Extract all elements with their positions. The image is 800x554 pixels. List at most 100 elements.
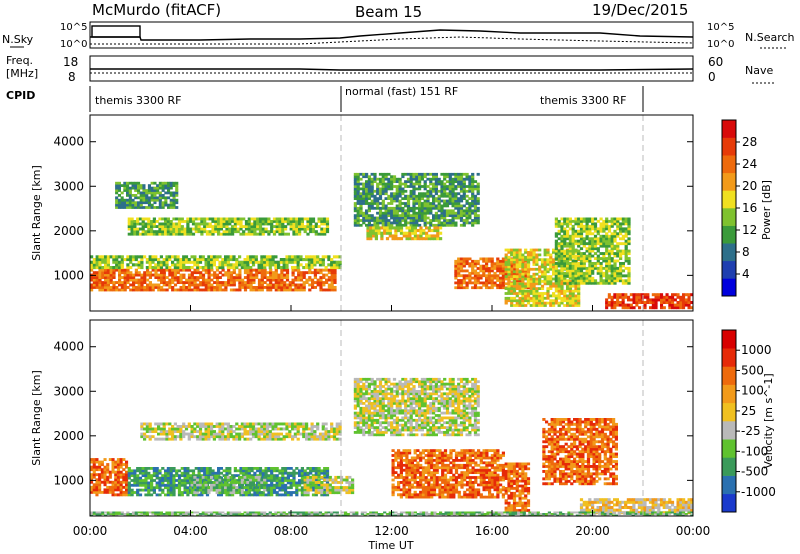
power-echo-cell bbox=[137, 286, 141, 289]
power-echo-cell bbox=[399, 231, 404, 235]
velocity-echo-cell bbox=[215, 475, 219, 479]
power-echo-cell bbox=[465, 199, 469, 203]
power-echo-cell bbox=[353, 192, 357, 196]
power-echo-cell bbox=[218, 281, 222, 284]
power-echo-cell bbox=[218, 266, 222, 270]
power-echo-cell bbox=[207, 258, 211, 262]
power-echo-cell bbox=[443, 216, 447, 220]
power-echo-cell bbox=[145, 258, 149, 262]
power-echo-cell bbox=[308, 276, 312, 279]
power-echo-cell bbox=[255, 268, 259, 272]
power-echo-cell bbox=[92, 286, 96, 289]
power-echo-cell bbox=[309, 230, 313, 234]
velocity-echo-cell bbox=[232, 491, 236, 495]
power-echo-cell bbox=[372, 231, 376, 235]
power-ytick-label: 2000 bbox=[53, 224, 84, 238]
power-echo-cell bbox=[332, 266, 337, 270]
power-echo-cell bbox=[574, 271, 578, 275]
power-echo-cell bbox=[210, 288, 214, 292]
power-echo-cell bbox=[187, 283, 192, 287]
power-echo-cell bbox=[515, 258, 519, 262]
power-echo-cell bbox=[257, 263, 261, 267]
power-echo-cell bbox=[303, 217, 307, 221]
noise-right-tick-top: 10^5 bbox=[707, 22, 734, 33]
power-echo-cell bbox=[90, 283, 94, 287]
power-echo-cell bbox=[123, 278, 127, 282]
power-echo-cell bbox=[627, 237, 631, 241]
power-echo-cell bbox=[554, 234, 558, 238]
power-echo-cell bbox=[168, 258, 172, 262]
velocity-echo-cell bbox=[226, 483, 230, 487]
power-echo-cell bbox=[676, 295, 680, 299]
power-echo-cell bbox=[660, 298, 664, 302]
power-echo-cell bbox=[504, 258, 508, 262]
power-echo-cell bbox=[588, 219, 592, 223]
power-echo-cell bbox=[294, 276, 298, 279]
power-echo-cell bbox=[130, 230, 134, 234]
power-echo-cell bbox=[367, 177, 371, 181]
power-echo-cell bbox=[193, 286, 197, 289]
cpid-label-3: themis 3300 RF bbox=[540, 94, 627, 107]
velocity-echo-cell bbox=[275, 474, 279, 477]
velocity-echo-cell bbox=[144, 479, 148, 482]
power-echo-cell bbox=[651, 301, 655, 304]
power-echo-cell bbox=[549, 304, 553, 307]
power-echo-cell bbox=[451, 223, 455, 227]
velocity-echo-cell bbox=[200, 469, 204, 473]
power-echo-cell bbox=[214, 217, 218, 221]
power-echo-cell bbox=[285, 258, 289, 262]
power-echo-cell bbox=[101, 266, 105, 270]
power-echo-cell bbox=[588, 266, 592, 270]
velocity-echo-cell bbox=[246, 475, 250, 479]
power-echo-cell bbox=[95, 260, 99, 264]
power-echo-cell bbox=[437, 219, 441, 222]
power-echo-cell bbox=[585, 227, 589, 231]
velocity-echo-cell bbox=[264, 493, 268, 497]
power-echo-cell bbox=[370, 206, 374, 210]
power-echo-cell bbox=[196, 268, 200, 272]
velocity-echo-cell bbox=[317, 474, 321, 477]
power-echo-cell bbox=[515, 299, 519, 303]
power-echo-cell bbox=[408, 231, 412, 235]
power-echo-cell bbox=[387, 172, 391, 176]
power-echo-cell bbox=[283, 276, 287, 279]
power-echo-cell bbox=[512, 255, 517, 259]
velocity-echo-cell bbox=[303, 481, 307, 485]
velocity-echo-cell bbox=[158, 471, 162, 475]
power-echo-cell bbox=[378, 187, 383, 191]
power-echo-cell bbox=[619, 279, 623, 283]
power-echo-cell bbox=[599, 242, 603, 246]
power-echo-cell bbox=[390, 221, 394, 225]
power-echo-cell bbox=[577, 222, 581, 226]
power-echo-cell bbox=[532, 292, 536, 295]
power-echo-cell bbox=[294, 286, 298, 289]
power-echo-cell bbox=[254, 260, 258, 264]
power-echo-cell bbox=[518, 279, 522, 282]
power-echo-cell bbox=[359, 219, 363, 222]
power-echo-cell bbox=[619, 254, 623, 258]
power-echo-cell bbox=[462, 286, 466, 290]
power-echo-cell bbox=[123, 286, 127, 289]
power-echo-cell bbox=[263, 281, 267, 284]
power-echo-cell bbox=[473, 264, 478, 268]
power-echo-cell bbox=[182, 286, 186, 289]
power-echo-cell bbox=[621, 293, 625, 297]
power-echo-cell bbox=[115, 258, 119, 262]
velocity-echo-cell bbox=[246, 491, 250, 495]
velocity-echo-cell bbox=[116, 460, 120, 464]
power-echo-cell bbox=[366, 234, 370, 238]
power-echo-cell bbox=[145, 198, 149, 202]
velocity-echo-cell bbox=[100, 473, 104, 477]
power-echo-cell bbox=[448, 187, 452, 191]
power-echo-cell bbox=[524, 269, 528, 273]
power-echo-cell bbox=[577, 284, 581, 288]
power-echo-cell bbox=[164, 232, 168, 236]
power-echo-cell bbox=[599, 237, 603, 241]
power-echo-cell bbox=[401, 197, 405, 200]
power-echo-cell bbox=[610, 295, 614, 299]
power-echo-cell bbox=[454, 202, 458, 205]
power-echo-cell bbox=[239, 225, 243, 228]
power-echo-cell bbox=[571, 279, 575, 283]
velocity-echo-cell bbox=[300, 491, 304, 494]
power-echo-cell bbox=[321, 260, 325, 264]
